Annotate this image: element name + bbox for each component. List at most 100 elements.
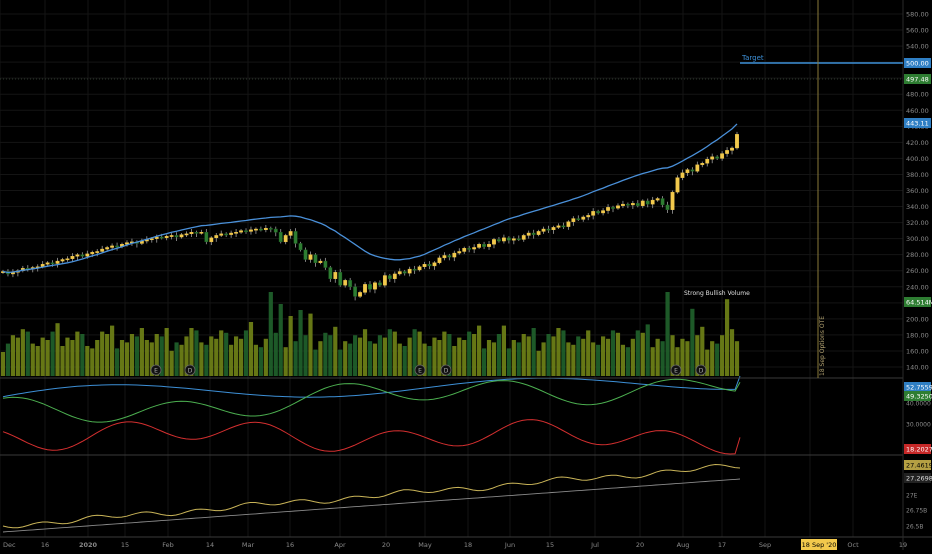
candle [621, 203, 625, 206]
moving-average-line [2, 123, 738, 274]
volume-bar [353, 335, 358, 376]
price-tick-label: 160.00 [906, 347, 929, 355]
volume-bar [85, 346, 90, 376]
volume-bar [219, 330, 224, 376]
time-tick-label: 15 [546, 541, 554, 549]
candle [487, 244, 491, 247]
candle [437, 257, 442, 263]
volume-bar [506, 348, 511, 376]
candle [635, 203, 640, 206]
candle [591, 211, 596, 216]
candle [516, 238, 521, 241]
time-axis: Dec 16 2020 15 Feb 14 Mar 16 Apr 20 May 18 Jun 15 Jul 2… [3, 539, 907, 550]
volume-bar [169, 350, 174, 376]
volume-bar [328, 335, 333, 376]
candle [55, 260, 60, 264]
volume-bar [720, 335, 725, 376]
candle [100, 248, 105, 252]
volume-bar [710, 341, 715, 376]
candle [80, 254, 85, 257]
price-tick-label: 300.00 [906, 235, 929, 243]
volume-bar [55, 323, 60, 376]
time-tick-label: 17 [718, 541, 726, 549]
volume-bar [526, 336, 531, 376]
volume-bar [422, 343, 427, 376]
candle [338, 272, 343, 286]
target-price-badge-bg [904, 58, 931, 68]
candle [189, 232, 194, 235]
volume-bar [348, 343, 353, 376]
candle [249, 229, 253, 232]
volume-bar [531, 328, 536, 376]
candle [407, 268, 412, 274]
volume-layer [0, 292, 740, 376]
volume-bar [472, 334, 477, 376]
candle [502, 237, 506, 242]
volume-bar [100, 331, 105, 376]
volume-bar [467, 331, 472, 376]
volume-bar [724, 299, 730, 376]
candle [571, 218, 576, 222]
volume-bar [521, 334, 526, 376]
event-marker-label: D [699, 368, 704, 375]
volume-bar [586, 330, 591, 376]
dmi-tick-label: 40.0000 [906, 401, 931, 408]
price-tick-label: 400.00 [906, 155, 929, 163]
candle [422, 264, 427, 267]
candle [90, 252, 95, 255]
candle [700, 163, 705, 166]
candle [214, 235, 219, 239]
volume-bar [481, 348, 487, 376]
candle [412, 268, 417, 271]
candle [417, 266, 422, 271]
event-marker-label: D [188, 368, 193, 375]
volume-bar [685, 341, 690, 376]
candle [328, 267, 333, 279]
volume-bar [154, 334, 159, 376]
volume-bar [25, 331, 30, 376]
candle [60, 259, 65, 262]
candle [239, 230, 243, 233]
volume-bar [511, 340, 516, 376]
candle [169, 235, 174, 237]
candle [174, 235, 179, 238]
volume-bar [283, 347, 288, 376]
candle [184, 233, 189, 236]
volume-bar [700, 326, 705, 376]
candle [715, 156, 720, 159]
volume-bar [343, 341, 348, 376]
candle [298, 243, 303, 251]
candle [397, 271, 402, 275]
candle [660, 198, 665, 206]
volume-bar [491, 342, 497, 376]
candle [219, 233, 224, 236]
volume-bar [541, 342, 546, 376]
candle [373, 282, 377, 290]
volume-bar [377, 335, 383, 376]
volume-bar [561, 330, 566, 376]
candle [263, 228, 268, 231]
event-marker-label: E [154, 368, 158, 375]
price-tick-label: 420.00 [906, 139, 929, 147]
volume-bar [119, 340, 125, 376]
candle [630, 203, 635, 206]
candle [640, 200, 645, 206]
candle [363, 284, 367, 293]
volume-bar [516, 342, 521, 376]
volume-bar [105, 334, 110, 376]
volume-bar [457, 337, 462, 376]
volume-bar [566, 342, 571, 376]
volume-bar [298, 310, 303, 376]
candle [199, 232, 204, 234]
volume-bar [313, 349, 318, 376]
candle [50, 262, 55, 265]
time-tick-label: 2020 [79, 541, 98, 549]
close-price-badge-bg [904, 74, 931, 84]
event-marker-label: D [444, 368, 449, 375]
event-marker [695, 364, 707, 376]
candle [209, 237, 214, 243]
volume-bar [70, 340, 75, 376]
